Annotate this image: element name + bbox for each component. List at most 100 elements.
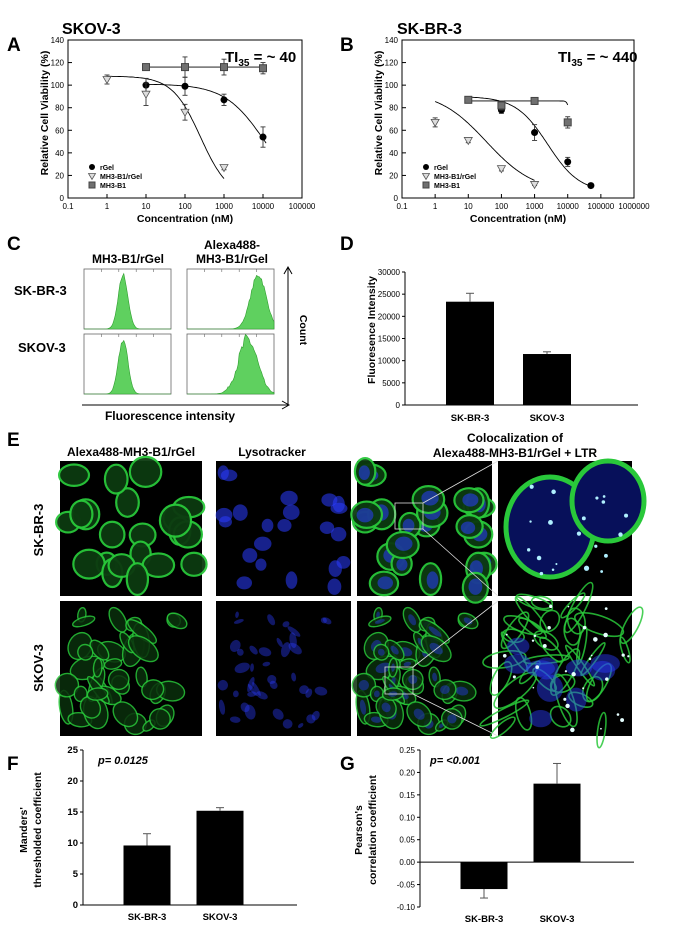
x-tick-label: 10	[464, 202, 473, 211]
lysotracker-signal	[373, 690, 380, 698]
x-tick-label: 10	[142, 202, 151, 211]
lysotracker-signal	[402, 518, 415, 533]
lysotracker-signal	[272, 708, 284, 720]
colocalized-puncta	[590, 654, 593, 657]
lysotracker-signal	[250, 663, 254, 672]
category-label-SK-BR-3: SK-BR-3	[465, 914, 504, 925]
lysotracker-signal	[321, 493, 338, 507]
colocalized-puncta	[583, 565, 590, 571]
point-MH3-B1/rGel	[496, 165, 507, 174]
lysotracker-signal	[247, 683, 258, 697]
lysotracker-signal	[390, 645, 399, 655]
y-tick-label: 0	[60, 194, 65, 203]
legend-marker-square	[422, 181, 430, 189]
zoom-connector	[422, 460, 499, 504]
colocalized-puncta	[531, 639, 535, 642]
colocalized-puncta	[512, 675, 516, 679]
x-tick-label: 1000	[215, 202, 233, 211]
point-MH3-B1	[142, 63, 150, 72]
colocalized-puncta	[602, 495, 606, 498]
panel-e-row-label-sk-br-3: SK-BR-3	[31, 504, 46, 557]
colocalized-puncta	[624, 513, 629, 518]
zoom-membrane-fiber	[518, 660, 541, 685]
y-tick-label: 0.05	[399, 836, 415, 845]
lysotracker-signal	[289, 632, 297, 649]
cell-membrane	[115, 487, 140, 518]
bar-SK-BR-3	[123, 845, 171, 905]
lysotracker-signal	[262, 661, 271, 667]
lysotracker-signal	[217, 679, 229, 691]
lysotracker-signal	[267, 614, 276, 626]
y-tick-label: 25	[67, 745, 78, 756]
panel-letter-d: D	[340, 234, 354, 255]
panel-f-ylabel-line1: Manders'	[18, 807, 30, 853]
lysotracker-signal	[247, 677, 255, 693]
cell-membrane	[98, 520, 126, 549]
cell-membrane	[79, 695, 102, 719]
y-tick-label: 100	[51, 81, 65, 90]
lysotracker-signal	[244, 704, 256, 720]
cell-membrane	[433, 679, 457, 701]
point-MH3-B1/rGel	[430, 118, 440, 128]
zoom-lysotracker	[534, 657, 559, 680]
y-tick-label: 140	[385, 36, 399, 45]
zoom-lysotracker	[529, 709, 553, 728]
zoom-lysotracker	[590, 654, 620, 673]
y-tick-label: 0.20	[399, 768, 415, 777]
cell-membrane	[180, 551, 208, 577]
cell-membrane	[158, 503, 193, 538]
lysotracker-signal	[280, 490, 298, 506]
colocalized-puncta	[532, 686, 535, 689]
y-tick-label: -0.05	[397, 881, 416, 890]
histogram-fill	[187, 274, 275, 330]
lysotracker-signal	[440, 685, 450, 695]
lysotracker-signal	[462, 493, 479, 507]
bar-SK-BR-3	[460, 862, 508, 890]
lysotracker-signal	[229, 639, 241, 652]
colocalized-puncta	[618, 532, 623, 537]
histogram-fill	[187, 333, 275, 395]
y-tick-label: 0	[394, 194, 399, 203]
zoom-box-top	[394, 502, 424, 530]
panel-a-legend-mh3-b1-rgel: MH3-B1/rGel	[100, 174, 142, 181]
y-tick-label: 140	[51, 36, 65, 45]
zoom-membrane-fiber	[530, 595, 554, 610]
colocalized-puncta	[571, 672, 576, 677]
colocalized-puncta	[535, 665, 540, 669]
lysotracker-signal	[447, 714, 457, 724]
zoom-lysotracker	[536, 674, 564, 702]
y-tick-label: 25000	[378, 290, 401, 299]
panel-b-title: SK-BR-3	[397, 21, 462, 38]
lysotracker-signal	[242, 548, 258, 563]
colocalized-puncta	[529, 520, 532, 523]
point-rGel	[564, 158, 572, 166]
panel-f-chart: p= 0.0125 Manders' thresholded coefficie…	[18, 745, 297, 923]
lysotracker-signal	[267, 675, 277, 684]
y-tick-label: 80	[389, 104, 398, 113]
lysotracker-signal	[258, 647, 272, 657]
y-tick-label: 0	[73, 900, 78, 911]
colocalized-puncta	[593, 637, 598, 642]
zoom-membrane-fiber	[585, 662, 613, 702]
lysotracker-signal	[358, 465, 370, 481]
lysotracker-signal	[287, 626, 301, 637]
panel-a-title: SKOV-3	[62, 21, 121, 38]
lysotracker-signal	[299, 685, 309, 695]
zoom-lysotracker	[525, 660, 556, 677]
lysotracker-signal	[408, 614, 417, 626]
legend-marker-square	[88, 181, 96, 189]
panel-b-legend-mh3-b1-rgel: MH3-B1/rGel	[434, 174, 476, 181]
legend-marker-circle	[89, 164, 95, 170]
lysotracker-signal	[215, 507, 233, 523]
panel-g-ylabel-line2: correlation coefficient	[367, 775, 379, 885]
cell-membrane	[128, 455, 163, 488]
zoom-membrane-fiber	[553, 673, 578, 728]
cell-membrane	[103, 463, 129, 495]
zoom-cell	[569, 458, 647, 544]
lysotracker-signal	[426, 571, 439, 589]
lysotracker-signal	[320, 617, 327, 624]
y-tick-label: 120	[385, 59, 399, 68]
colocalized-puncta	[533, 634, 537, 638]
lysotracker-signal	[232, 690, 239, 698]
zoom-membrane-fiber	[566, 607, 586, 635]
